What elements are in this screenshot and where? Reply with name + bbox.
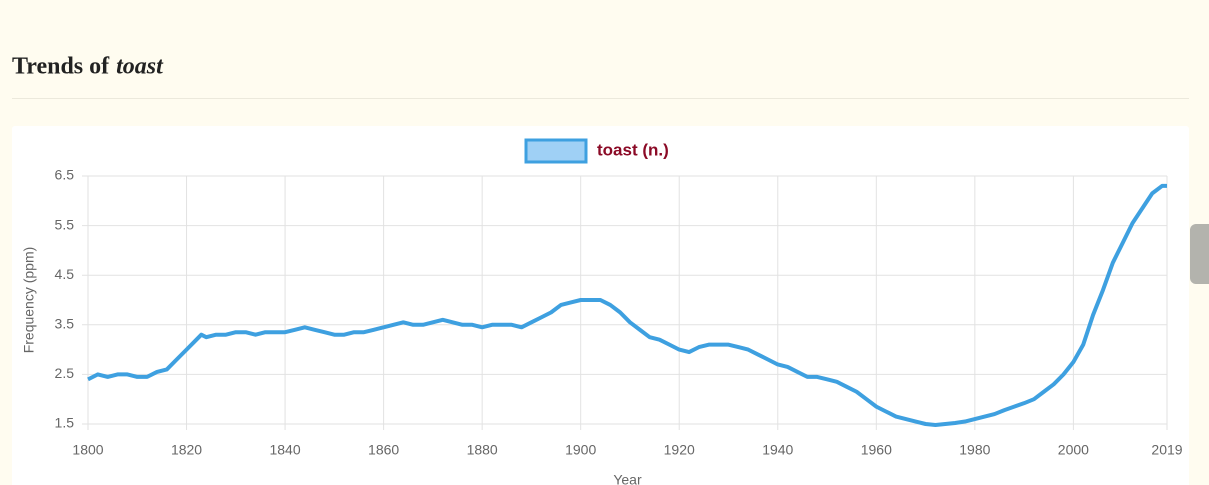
y-tick-label: 4.5 bbox=[55, 266, 75, 282]
x-tick-label: 1800 bbox=[72, 442, 103, 458]
heading-term: toast bbox=[116, 54, 164, 80]
x-tick-label: 1840 bbox=[269, 442, 300, 458]
x-tick-label: 1900 bbox=[565, 442, 596, 458]
x-axis-label: Year bbox=[613, 472, 642, 485]
y-tick-label: 2.5 bbox=[55, 365, 75, 381]
chart-card bbox=[12, 126, 1189, 485]
y-tick-label: 6.5 bbox=[55, 167, 75, 183]
x-tick-label: 1960 bbox=[861, 442, 892, 458]
y-tick-label: 3.5 bbox=[55, 316, 75, 332]
x-tick-label: 1920 bbox=[664, 442, 695, 458]
legend-swatch bbox=[524, 138, 588, 164]
y-tick-label: 5.5 bbox=[55, 216, 75, 232]
x-tick-label: 1880 bbox=[467, 442, 498, 458]
x-tick-label: 1820 bbox=[171, 442, 202, 458]
x-tick-label: 1860 bbox=[368, 442, 399, 458]
x-tick-label: 2019 bbox=[1151, 442, 1182, 458]
x-tick-label: 2000 bbox=[1058, 442, 1089, 458]
x-tick-label: 1980 bbox=[959, 442, 990, 458]
legend-label: toast (n.) bbox=[597, 140, 669, 159]
y-axis-label: Frequency (ppm) bbox=[21, 247, 37, 354]
data-line bbox=[87, 183, 1167, 427]
y-tick-label: 1.5 bbox=[55, 415, 75, 431]
side-tab[interactable] bbox=[1190, 224, 1209, 284]
x-tick-label: 1940 bbox=[762, 442, 793, 458]
heading: Trends of bbox=[12, 54, 110, 80]
